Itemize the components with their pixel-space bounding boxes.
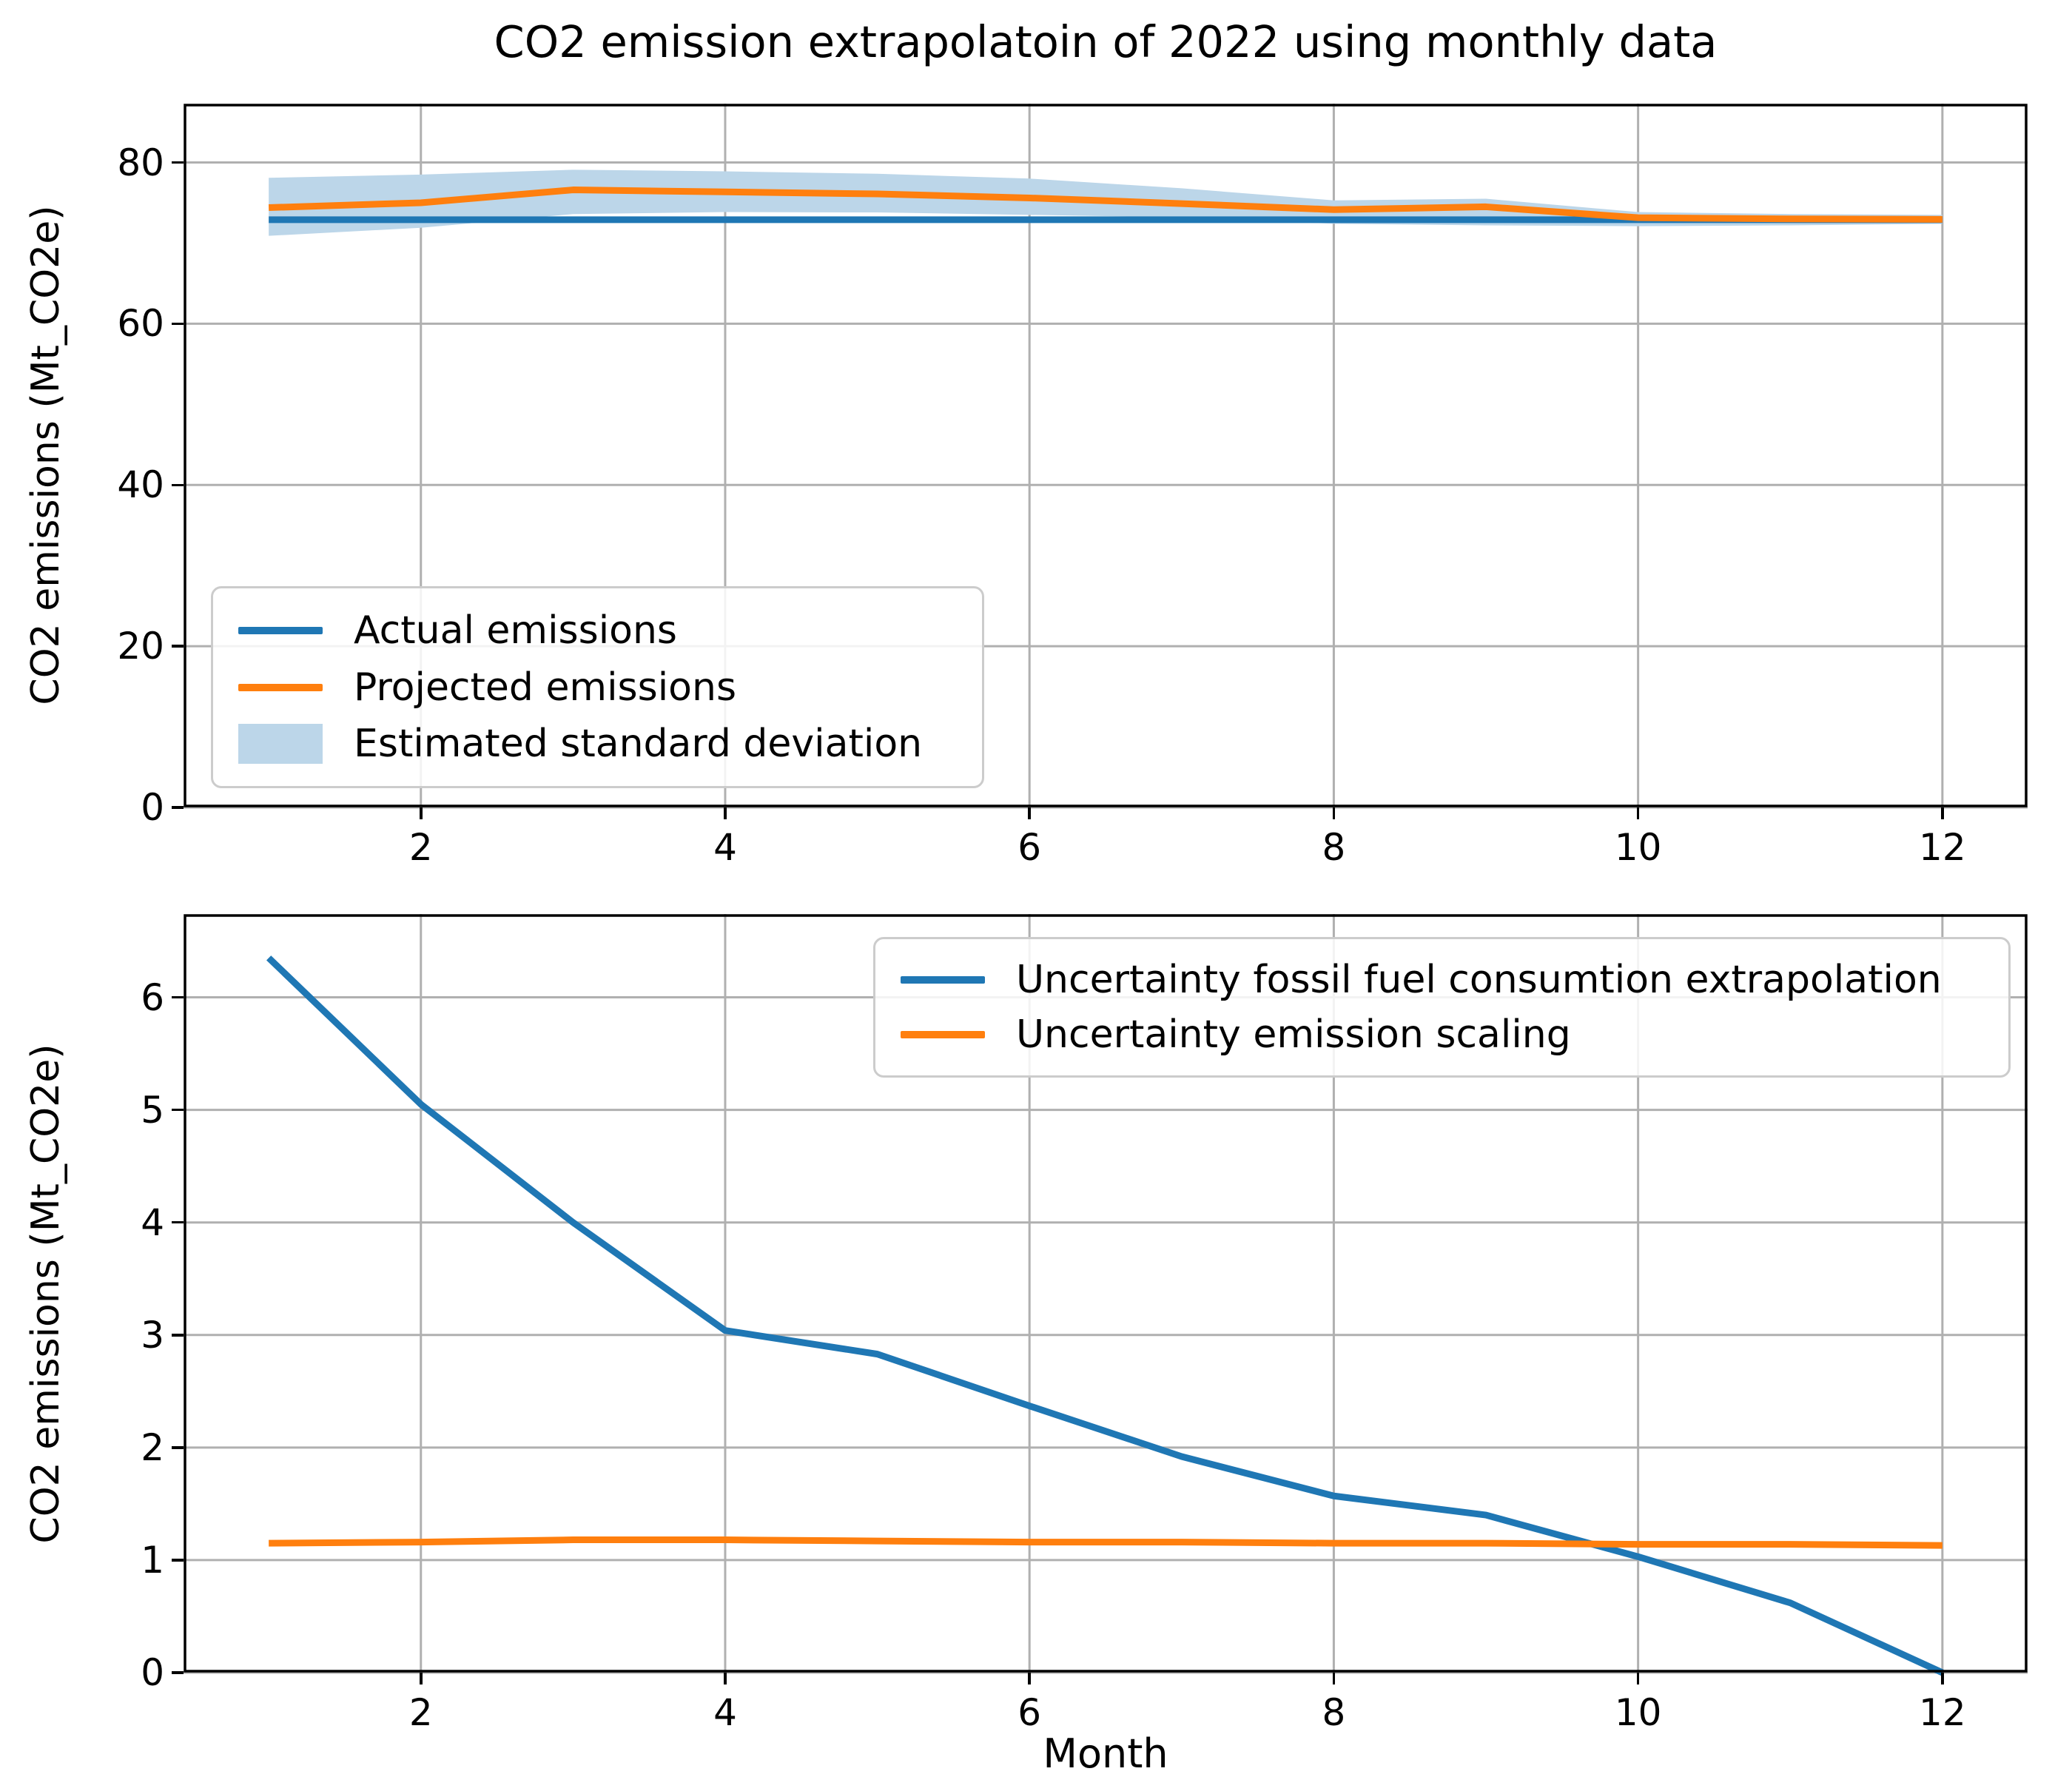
legend-label: Uncertainty emission scaling bbox=[1016, 1012, 1571, 1058]
x-tick-label: 8 bbox=[1322, 1691, 1346, 1734]
y-tick-label: 80 bbox=[117, 141, 164, 184]
x-tick-label: 8 bbox=[1322, 826, 1346, 869]
x-tick-label: 6 bbox=[1018, 826, 1042, 869]
y-tick-mark bbox=[172, 1334, 184, 1337]
legend-band-swatch bbox=[238, 724, 323, 765]
x-tick-mark bbox=[1332, 1673, 1336, 1684]
x-tick-label: 2 bbox=[408, 826, 433, 869]
y-tick-label: 0 bbox=[141, 786, 164, 829]
x-tick-mark bbox=[420, 807, 423, 819]
y-axis-label-top: CO2 emissions (Mt_CO2e) bbox=[24, 205, 68, 705]
series-line-0-1 bbox=[268, 187, 1942, 223]
x-tick-label: 4 bbox=[713, 826, 737, 869]
x-tick-mark bbox=[1332, 807, 1336, 819]
legend-item-uncertainty-fossil: Uncertainty fossil fuel consumtion extra… bbox=[901, 958, 1994, 1002]
legend-line-swatch-fossil bbox=[901, 975, 985, 984]
x-axis-label: Month bbox=[1043, 1730, 1168, 1777]
y-tick-mark bbox=[172, 322, 184, 326]
x-tick-mark bbox=[724, 1673, 727, 1684]
legend-line-swatch-scaling bbox=[901, 1031, 985, 1039]
y-tick-mark bbox=[172, 1671, 184, 1674]
y-tick-mark bbox=[172, 1220, 184, 1224]
y-tick-mark bbox=[172, 995, 184, 999]
x-tick-label: 10 bbox=[1614, 826, 1662, 869]
y-tick-label: 4 bbox=[141, 1200, 164, 1244]
legend-label: Projected emissions bbox=[354, 665, 737, 710]
legend-item-uncertainty-scaling: Uncertainty emission scaling bbox=[901, 1012, 1994, 1057]
x-tick-label: 12 bbox=[1919, 826, 1966, 869]
x-tick-label: 12 bbox=[1919, 1691, 1966, 1734]
y-tick-label: 3 bbox=[141, 1313, 164, 1357]
y-tick-label: 0 bbox=[141, 1651, 164, 1694]
x-tick-mark bbox=[420, 1673, 423, 1684]
y-tick-label: 2 bbox=[141, 1425, 164, 1469]
chart-title: CO2 emission extrapolatoin of 2022 using… bbox=[494, 16, 1718, 67]
legend-item-projected-emissions: Projected emissions bbox=[238, 665, 967, 710]
legend-item-std-deviation: Estimated standard deviation bbox=[238, 722, 967, 766]
y-tick-label: 6 bbox=[141, 975, 164, 1019]
x-tick-mark bbox=[1636, 807, 1640, 819]
axes-spines bbox=[184, 914, 2028, 1673]
y-tick-mark bbox=[172, 1108, 184, 1112]
y-tick-mark bbox=[172, 1446, 184, 1449]
y-tick-mark bbox=[172, 1559, 184, 1562]
y-tick-label: 1 bbox=[141, 1538, 164, 1582]
x-tick-label: 4 bbox=[713, 1691, 737, 1734]
y-tick-mark bbox=[172, 483, 184, 486]
legend-line-swatch-actual bbox=[238, 626, 323, 634]
x-tick-mark bbox=[724, 807, 727, 819]
y-tick-mark bbox=[172, 645, 184, 648]
legend-label: Actual emissions bbox=[354, 608, 678, 653]
y-tick-label: 20 bbox=[117, 625, 164, 668]
y-tick-label: 60 bbox=[117, 302, 164, 346]
x-tick-mark bbox=[1028, 1673, 1031, 1684]
x-tick-mark bbox=[1941, 807, 1944, 819]
y-tick-mark bbox=[172, 806, 184, 809]
x-tick-mark bbox=[1941, 1673, 1944, 1684]
top-plot-canvas bbox=[184, 104, 2028, 809]
y-tick-label: 40 bbox=[117, 463, 164, 507]
x-tick-label: 6 bbox=[1018, 1691, 1042, 1734]
legend-bottom: Uncertainty fossil fuel consumtion extra… bbox=[873, 937, 2011, 1078]
y-tick-label: 5 bbox=[141, 1088, 164, 1132]
legend-line-swatch-projected bbox=[238, 683, 323, 691]
x-tick-mark bbox=[1636, 1673, 1640, 1684]
legend-label: Estimated standard deviation bbox=[354, 722, 923, 767]
x-tick-label: 10 bbox=[1614, 1691, 1662, 1734]
legend-label: Uncertainty fossil fuel consumtion extra… bbox=[1016, 957, 1942, 1002]
x-tick-label: 2 bbox=[408, 1691, 433, 1734]
axes-spines bbox=[184, 104, 2028, 807]
y-tick-mark bbox=[172, 161, 184, 164]
series-line-1-0 bbox=[266, 955, 1944, 1676]
series-line-1-1 bbox=[269, 1536, 1942, 1549]
legend-top: Actual emissions Projected emissions Est… bbox=[211, 586, 984, 788]
legend-item-actual-emissions: Actual emissions bbox=[238, 608, 967, 653]
x-tick-mark bbox=[1028, 807, 1031, 819]
